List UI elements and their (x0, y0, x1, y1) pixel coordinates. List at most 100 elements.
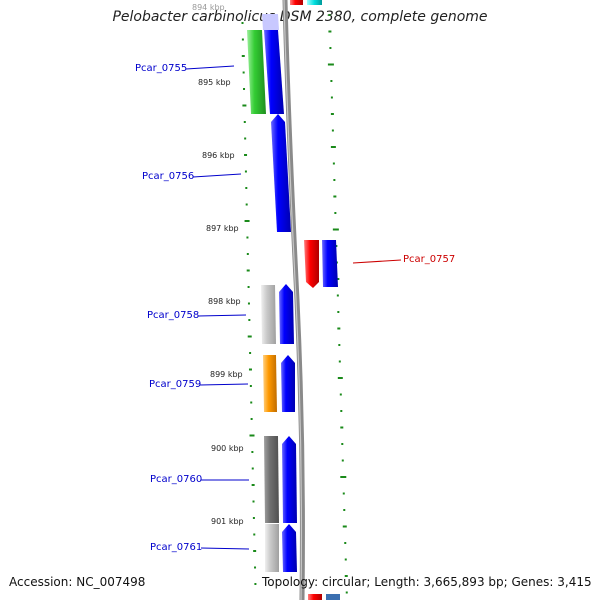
gc-tick (341, 443, 344, 445)
gc-tick (243, 88, 246, 90)
gc-tick (334, 212, 337, 214)
gc-tick (340, 426, 344, 429)
gc-tick (337, 311, 340, 313)
gc-tick (252, 517, 255, 519)
gc-tick (333, 179, 336, 181)
cds-arrow-pcar-0755 (264, 30, 284, 114)
cog-bar-partial-top (290, 0, 303, 5)
gc-tick (335, 245, 338, 247)
gc-tick (329, 47, 332, 49)
gc-tick (241, 55, 245, 57)
scale-label-900: 900 kbp (211, 444, 244, 453)
topology-text: Topology: circular; Length: 3,665,893 bp… (262, 575, 592, 589)
cds-arrow-pcar-0757 (322, 240, 338, 287)
cog-bar-pcar-0758 (261, 285, 276, 344)
gc-tick (332, 228, 339, 231)
gc-tick (245, 187, 248, 189)
scale-label-896: 896 kbp (202, 151, 235, 160)
cds-arrow-partial-bottom (326, 594, 340, 600)
gc-tick (341, 459, 344, 462)
leader-line-pcar-0758 (197, 314, 247, 317)
gc-tick (340, 476, 347, 478)
gc-tick (331, 129, 334, 132)
gc-tick (252, 500, 255, 503)
cds-arrow-pcar-0761 (282, 524, 297, 572)
gc-tick (241, 22, 244, 24)
gc-tick (247, 302, 250, 305)
scale-label-894: 894 kbp (192, 3, 225, 12)
cog-bar-pcar-0755 (247, 30, 266, 114)
genome-backbone-highlight (283, 0, 303, 600)
gc-tick (340, 410, 343, 412)
gc-tick (337, 377, 343, 379)
gc-tick (244, 137, 247, 140)
gc-tick (333, 195, 337, 198)
gene-label-pcar-0755[interactable]: Pcar_0755 (135, 63, 188, 74)
gc-tick (251, 484, 255, 486)
gc-tick (344, 558, 347, 561)
cds-arrow-pcar-0756 (271, 114, 291, 232)
accession-text: Accession: NC_007498 (9, 575, 146, 589)
cog-bar-pcar-0757 (304, 240, 319, 288)
gc-tick (343, 509, 346, 511)
gc-tick (247, 335, 252, 338)
leader-line-pcar-0757 (352, 259, 402, 264)
gc-tick (250, 418, 253, 420)
gc-tick (254, 583, 257, 585)
gc-tick (327, 63, 334, 66)
gc-tick (253, 533, 256, 536)
gc-tick (344, 575, 348, 577)
gc-tick (330, 146, 336, 148)
cds-arrow-pcar-0760 (282, 436, 297, 523)
cds-arrow-partial-top (262, 14, 279, 30)
gc-tick (338, 344, 341, 346)
cds-arrow-pcar-0759 (281, 355, 295, 412)
gene-label-pcar-0761[interactable]: Pcar_0761 (150, 542, 203, 553)
gc-tick (330, 80, 333, 82)
cog-bar-pcar-0759 (263, 355, 277, 412)
gc-tick (330, 113, 334, 115)
gc-tick (345, 591, 348, 594)
gc-tick (342, 525, 347, 528)
gc-tick (336, 294, 339, 297)
gc-tick (245, 203, 248, 206)
cog-bar-pcar-0761 (265, 524, 279, 572)
gc-tick (338, 360, 341, 363)
map-title: Pelobacter carbinolicus DSM 2380, comple… (112, 9, 488, 25)
scale-label-901: 901 kbp (211, 517, 244, 526)
gc-tick (244, 220, 250, 222)
scale-label-899: 899 kbp (210, 370, 243, 379)
gc-tick (251, 451, 254, 453)
gc-tick (254, 566, 257, 569)
gc-tick (250, 401, 253, 404)
gc-tick (246, 253, 249, 255)
scale-label-895: 895 kbp (198, 78, 231, 87)
gc-tick (344, 542, 347, 544)
gene-label-pcar-0759[interactable]: Pcar_0759 (149, 379, 202, 390)
gc-tick (332, 162, 335, 165)
gc-tick (241, 38, 244, 41)
leader-line-pcar-0759 (199, 383, 249, 386)
gc-tick (244, 154, 248, 156)
gc-tick (249, 352, 252, 354)
scale-label-898: 898 kbp (208, 297, 241, 306)
scale-label-897: 897 kbp (206, 224, 239, 233)
gc-tick (337, 327, 341, 330)
gc-tick (248, 368, 252, 371)
gene-label-pcar-0756[interactable]: Pcar_0756 (142, 171, 195, 182)
gene-label-pcar-0758[interactable]: Pcar_0758 (147, 310, 200, 321)
gene-label-pcar-0757[interactable]: Pcar_0757 (403, 254, 456, 265)
gc-tick (246, 236, 249, 239)
cog-bar-pcar-0760 (264, 436, 279, 523)
gc-tick (330, 96, 333, 99)
gc-tick (248, 319, 251, 321)
gc-tick (243, 121, 246, 123)
leader-line-pcar-0755 (185, 65, 235, 70)
gc-tick (249, 385, 252, 387)
gc-tick (247, 286, 250, 288)
gene-label-pcar-0760[interactable]: Pcar_0760 (150, 474, 203, 485)
gc-tick (242, 104, 247, 107)
leader-line-pcar-0756 (192, 173, 242, 178)
gc-tick (342, 492, 345, 495)
